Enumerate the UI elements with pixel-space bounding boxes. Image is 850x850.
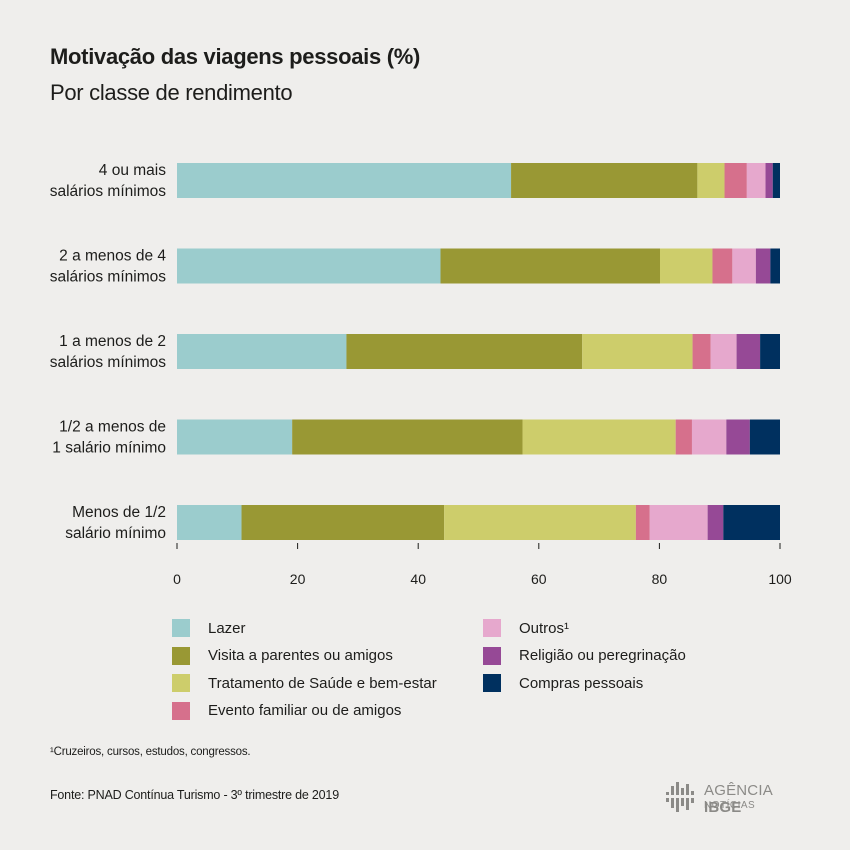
ibge-logo-mark-icon	[666, 782, 697, 812]
bar-segment-2-6	[755, 248, 771, 284]
bars-layer	[177, 163, 780, 540]
legend-label: Lazer	[208, 619, 246, 637]
legend-label: Visita a parentes ou amigos	[208, 647, 393, 664]
bar-segment-5-7	[723, 505, 780, 540]
category-label-4: 1/2 a menos de 1 salário mínimo	[52, 419, 166, 457]
bar-segment-1-3	[697, 163, 725, 198]
bar-segment-3-5	[710, 334, 737, 369]
bar-segment-1-6	[765, 163, 773, 198]
bar-segment-2-7	[770, 248, 780, 284]
category-label-line: 2 a menos de 4	[59, 248, 166, 265]
bar-segment-3-7	[760, 334, 780, 369]
chart-subtitle: Por classe de rendimento	[50, 80, 293, 105]
bar-segment-5-3	[444, 505, 636, 540]
bar-segment-1-7	[772, 163, 780, 198]
x-tick-label: 80	[652, 571, 668, 587]
bar-segment-5-1	[177, 505, 242, 540]
logo-text-agencia: AGÊNCIA IBGE	[704, 782, 806, 816]
agencia-ibge-logo: AGÊNCIA IBGE NOTÍCIAS	[666, 780, 806, 816]
legend-swatch	[483, 646, 501, 665]
bar-segment-2-3	[660, 248, 713, 284]
x-tick-label: 20	[290, 571, 306, 587]
category-label-line: 1 a menos de 2	[59, 333, 166, 350]
legend: Lazer Visita a parentes ou amigos Tratamen…	[172, 617, 752, 727]
legend-swatch	[172, 674, 190, 692]
bar-segment-3-6	[736, 334, 761, 369]
category-label-line: 4 ou mais	[99, 162, 166, 179]
bar-segment-3-4	[692, 334, 711, 369]
bar-segment-4-7	[749, 419, 780, 455]
bar-segment-3-2	[346, 334, 583, 369]
footnote: ¹Cruzeiros, cursos, estudos, congressos.	[50, 746, 251, 758]
category-label-line: salários mínimos	[50, 354, 167, 371]
bar-segment-1-4	[724, 163, 747, 198]
bar-segment-5-2	[241, 505, 445, 540]
bar-segment-3-1	[177, 334, 347, 369]
legend-label: Religião ou peregrinação	[519, 647, 686, 664]
legend-label: Outros¹	[519, 619, 570, 637]
bar-segment-4-4	[675, 419, 692, 455]
bar-segment-4-2	[292, 419, 523, 455]
legend-item: Visita a parentes ou amigos	[172, 645, 393, 667]
category-label-line: 1/2 a menos de	[59, 419, 166, 436]
legend-swatch	[172, 619, 190, 637]
category-label-line: salário mínimo	[65, 525, 166, 542]
chart-title: Motivação das viagens pessoais (%)	[50, 44, 421, 69]
category-label-3: 1 a menos de 2 salários mínimos	[50, 333, 167, 371]
legend-swatch	[172, 701, 190, 720]
bar-segment-1-1	[177, 163, 512, 198]
legend-item: Outros¹	[483, 617, 569, 639]
category-labels: 4 ou mais salários mínimos 2 a menos de 4 s…	[50, 162, 167, 542]
logo-text-bold: IBGE	[704, 799, 742, 816]
legend-item: Lazer	[172, 617, 246, 639]
x-tick-label: 0	[173, 571, 181, 587]
source-note: Fonte: PNAD Contínua Turismo - 3º trimes…	[50, 788, 339, 802]
legend-swatch	[483, 619, 501, 637]
legend-item: Tratamento de Saúde e bem-estar	[172, 672, 437, 694]
legend-item: Religião ou peregrinação	[483, 645, 686, 667]
logo-text-noticias: NOTÍCIAS	[704, 800, 756, 811]
x-tick-label: 100	[768, 571, 792, 587]
bar-segment-4-6	[726, 419, 750, 455]
bar-segment-1-2	[511, 163, 698, 198]
legend-label: Tratamento de Saúde e bem-estar	[208, 674, 437, 692]
legend-item: Evento familiar ou de amigos	[172, 700, 401, 722]
legend-label: Compras pessoais	[519, 674, 644, 692]
category-label-1: 4 ou mais salários mínimos	[50, 162, 167, 200]
legend-item: Compras pessoais	[483, 672, 643, 694]
bar-segment-5-6	[707, 505, 724, 540]
logo-text-regular: AGÊNCIA	[704, 782, 773, 799]
bar-segment-2-5	[732, 248, 756, 284]
bar-segment-3-3	[582, 334, 693, 369]
x-axis: 0 20 40 60 80 100	[173, 543, 792, 587]
x-tick-label: 60	[531, 571, 547, 587]
legend-swatch	[172, 646, 190, 665]
category-label-line: Menos de 1/2	[72, 504, 166, 521]
category-label-line: 1 salário mínimo	[52, 440, 166, 457]
bar-segment-2-1	[177, 248, 441, 284]
bar-segment-4-5	[691, 419, 727, 455]
legend-swatch	[483, 674, 501, 692]
bar-segment-4-3	[522, 419, 676, 455]
category-label-line: salários mínimos	[50, 183, 167, 200]
bar-segment-5-5	[649, 505, 708, 540]
bar-segment-1-5	[746, 163, 766, 198]
category-label-2: 2 a menos de 4 salários mínimos	[50, 248, 167, 286]
legend-label: Evento familiar ou de amigos	[208, 702, 402, 719]
bar-segment-5-4	[635, 505, 650, 540]
bar-segment-2-2	[440, 248, 661, 284]
bar-segment-4-1	[177, 419, 293, 455]
category-label-5: Menos de 1/2 salário mínimo	[65, 504, 166, 542]
stacked-bar-chart: 4 ou mais salários mínimos 2 a menos de 4 s…	[50, 162, 792, 587]
x-tick-label: 40	[410, 571, 426, 587]
bar-segment-2-4	[712, 248, 733, 284]
category-label-line: salários mínimos	[50, 269, 167, 286]
